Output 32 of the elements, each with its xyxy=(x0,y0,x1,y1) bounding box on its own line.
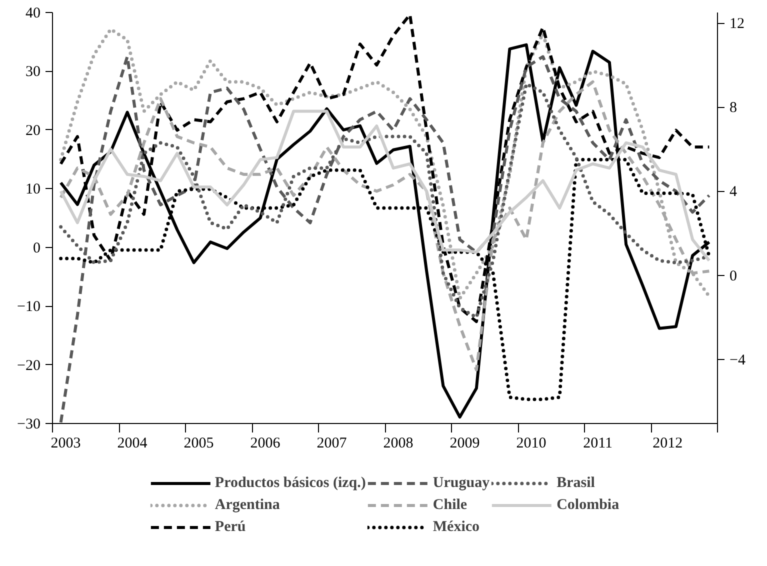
legend-label: Argentina xyxy=(214,496,280,514)
y2-tick-label: −4 xyxy=(730,352,746,368)
legend-label: México xyxy=(432,518,480,536)
x-tick-label: 2012 xyxy=(652,436,683,452)
x-tick-label: 2005 xyxy=(184,436,214,452)
y2-tick-label: 12 xyxy=(730,16,744,32)
y-tick-label: 10 xyxy=(26,182,40,198)
x-tick-label: 2003 xyxy=(50,436,81,452)
y-tick-label: −20 xyxy=(17,358,41,374)
y-tick-label: 30 xyxy=(26,64,40,80)
y2-tick-label: 4 xyxy=(730,184,738,200)
y2-tick-label: 0 xyxy=(730,268,737,284)
legend-label: Chile xyxy=(432,496,468,514)
line-series xyxy=(59,110,711,262)
y-tick-label: −10 xyxy=(17,299,41,316)
y2-tick-label: 8 xyxy=(730,100,737,116)
y-tick-label: 0 xyxy=(33,240,40,256)
x-tick-label: 2006 xyxy=(250,436,281,452)
legend-label: Colombia xyxy=(556,496,620,514)
x-tick-label: 2009 xyxy=(450,436,480,452)
y-tick-label: −30 xyxy=(17,416,41,432)
x-tick-label: 2008 xyxy=(383,436,414,452)
legend-label: Uruguay xyxy=(432,474,490,492)
legend-label: Productos básicos (izq.) xyxy=(214,474,366,492)
x-tick-label: 2011 xyxy=(583,436,613,452)
x-tick-label: 2004 xyxy=(117,436,148,452)
y-tick-label: 20 xyxy=(26,122,40,139)
legend-label: Perú xyxy=(214,518,246,536)
x-tick-label: 2007 xyxy=(316,436,348,452)
y-tick-label: 40 xyxy=(26,6,40,22)
legend-label: Brasil xyxy=(556,474,595,492)
x-tick-label: 2010 xyxy=(516,436,546,452)
